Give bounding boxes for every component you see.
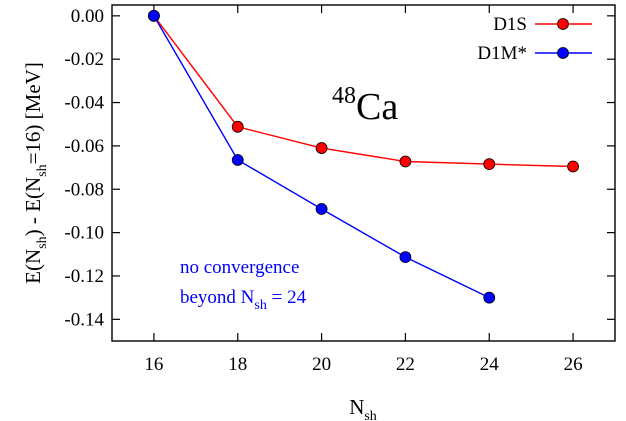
- y-tick-label: -0.12: [64, 266, 104, 287]
- plot-frame: [111, 4, 616, 342]
- y-tick-label: -0.06: [64, 136, 104, 157]
- series-0-point: [231, 120, 244, 133]
- legend: D1S D1M*: [477, 14, 592, 64]
- x-axis-title: Nsh: [349, 395, 377, 421]
- legend-label-d1m: D1M*: [477, 43, 527, 64]
- y-tick-label: -0.04: [64, 93, 104, 114]
- y-tick-label: -0.02: [64, 49, 104, 70]
- x-tick-label: 26: [564, 354, 583, 375]
- series-0-point: [315, 142, 328, 154]
- legend-label-d1s: D1S: [493, 14, 527, 35]
- x-tick-label: 22: [396, 354, 415, 375]
- series-points: [148, 9, 579, 304]
- series-0-point: [483, 158, 496, 171]
- legend-marker-d1m: [557, 47, 569, 59]
- series-0-point: [567, 160, 579, 173]
- nucleus-label: 48Ca: [332, 83, 398, 128]
- series-1-point: [399, 251, 412, 264]
- y-tick-label: -0.14: [64, 309, 104, 330]
- x-tick-label: 20: [312, 354, 331, 375]
- y-tick-label: -0.08: [64, 179, 104, 200]
- y-tick-label: 0.00: [71, 6, 104, 27]
- y-axis-title: E(Nsh) - E(Nsh=16) [MeV]: [21, 62, 50, 284]
- x-tick-label: 16: [144, 354, 163, 375]
- series-line-0: [153, 15, 574, 168]
- legend-marker-d1s: [557, 18, 569, 30]
- series-0-point: [399, 155, 412, 168]
- series-1-point: [231, 154, 244, 166]
- y-tick-label: -0.10: [64, 223, 104, 244]
- x-tick-label: 24: [480, 354, 500, 375]
- convergence-note-line1: no convergence: [180, 257, 299, 278]
- axis-ticks: [112, 5, 615, 341]
- convergence-note-line2: beyond Nsh = 24: [180, 287, 307, 313]
- series-1-point: [148, 9, 160, 22]
- x-tick-label: 18: [228, 354, 247, 375]
- series-1-point: [483, 291, 496, 304]
- series-1-point: [315, 203, 328, 215]
- series-line-1: [153, 15, 490, 299]
- axis-tick-labels: 16 18 20 22 24 26 0.00 -0.02 -0.04 -0.06 -0.08 -0.1…: [64, 6, 582, 375]
